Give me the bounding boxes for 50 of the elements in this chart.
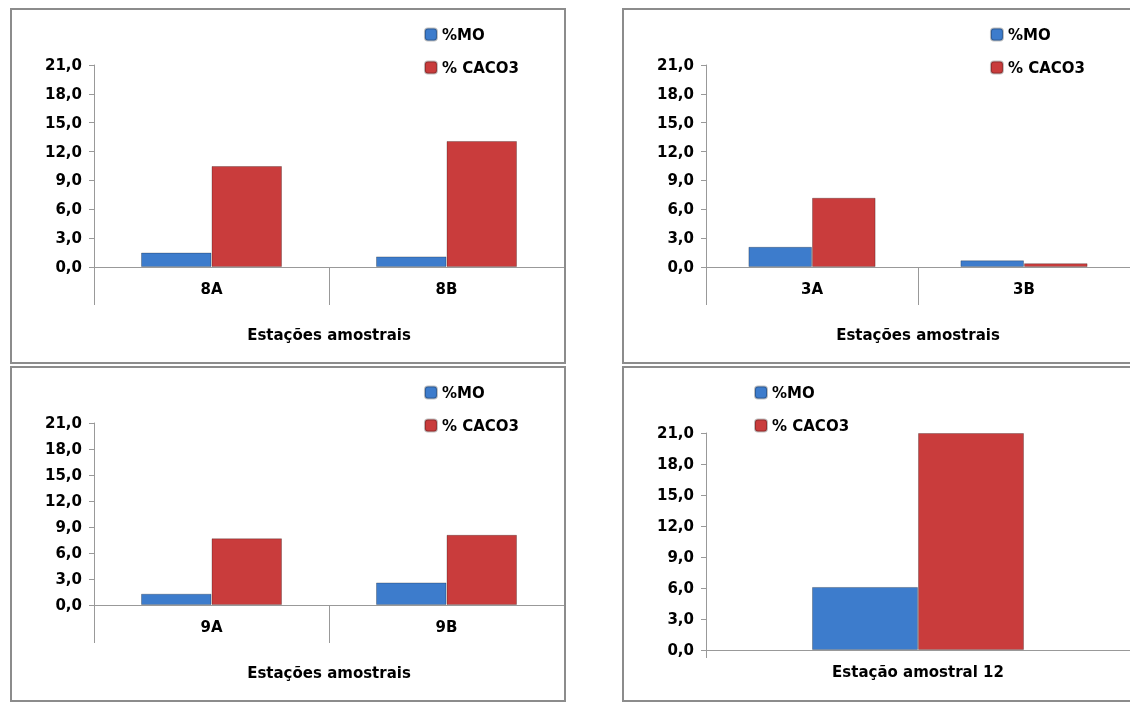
x-tick-label: 9B	[435, 617, 458, 636]
legend-label: % CACO3	[441, 416, 520, 435]
y-tick-label: 0,0	[55, 258, 82, 276]
x-tick-label: 8B	[435, 279, 458, 298]
y-tick-label: 12,0	[656, 517, 694, 535]
y-tick-label: 6,0	[667, 579, 694, 597]
y-tick-label: 12,0	[44, 492, 82, 510]
y-tick-label: 3,0	[55, 570, 82, 588]
y-tick-label: 21,0	[44, 414, 82, 432]
x-tick-label: Estação amostral 12	[832, 662, 1004, 681]
y-tick-label: 18,0	[44, 440, 82, 458]
x-tick-label: 3B	[1013, 279, 1035, 298]
y-tick-label: 18,0	[656, 84, 694, 103]
y-tick-label: 15,0	[44, 466, 82, 484]
y-tick-label: 9,0	[55, 171, 82, 190]
y-tick-label: 0,0	[667, 258, 694, 276]
y-tick-label: 9,0	[55, 518, 82, 536]
y-tick-label: 3,0	[667, 229, 694, 248]
x-axis-title: Estações amostrais	[247, 325, 411, 344]
x-tick-label: 8A	[200, 279, 223, 298]
y-tick-label: 21,0	[656, 56, 694, 74]
y-tick-label: 21,0	[44, 56, 82, 74]
y-tick-label: 0,0	[55, 596, 82, 614]
y-tick-label: 6,0	[667, 200, 694, 219]
x-tick-label: 3A	[800, 279, 824, 298]
x-axis-title: Estações amostrais	[836, 325, 1000, 344]
y-tick-label: 12,0	[656, 142, 694, 161]
y-tick-label: 18,0	[44, 84, 82, 103]
x-tick-label: 9A	[200, 617, 223, 636]
y-tick-label: 15,0	[656, 113, 694, 132]
legend-label: % CACO3	[441, 58, 520, 77]
y-tick-label: 9,0	[667, 171, 694, 190]
y-tick-label: 0,0	[667, 641, 694, 659]
y-tick-label: 21,0	[656, 424, 694, 442]
y-tick-label: 15,0	[44, 113, 82, 132]
legend-label: %MO	[441, 383, 485, 402]
legend-label: % CACO3	[1007, 58, 1086, 77]
y-tick-label: 6,0	[55, 200, 82, 219]
y-tick-label: 15,0	[656, 486, 694, 504]
y-tick-label: 9,0	[667, 548, 694, 566]
legend-label: %MO	[1007, 25, 1051, 44]
legend-label: %MO	[772, 383, 815, 402]
y-tick-label: 18,0	[656, 455, 694, 473]
y-tick-label: 3,0	[55, 229, 82, 248]
y-tick-label: 3,0	[667, 610, 694, 628]
x-axis-title: Estações amostrais	[247, 663, 411, 682]
legend-label: % CACO3	[772, 416, 850, 435]
y-tick-label: 6,0	[55, 544, 82, 562]
y-tick-label: 12,0	[44, 142, 82, 161]
legend-label: %MO	[441, 25, 485, 44]
